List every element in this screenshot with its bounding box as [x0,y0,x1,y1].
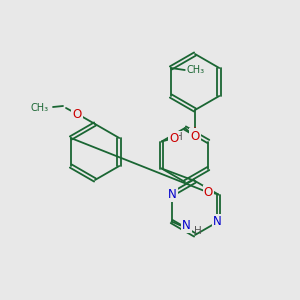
Text: N: N [168,188,177,201]
Text: CH₃: CH₃ [31,103,49,113]
Text: N: N [213,215,222,228]
Text: H: H [175,133,182,142]
Text: O: O [204,186,213,199]
Text: N: N [182,219,191,232]
Text: O: O [169,132,178,145]
Text: CH₃: CH₃ [187,65,205,75]
Text: O: O [190,130,200,142]
Text: O: O [72,107,82,121]
Text: H: H [194,226,201,236]
